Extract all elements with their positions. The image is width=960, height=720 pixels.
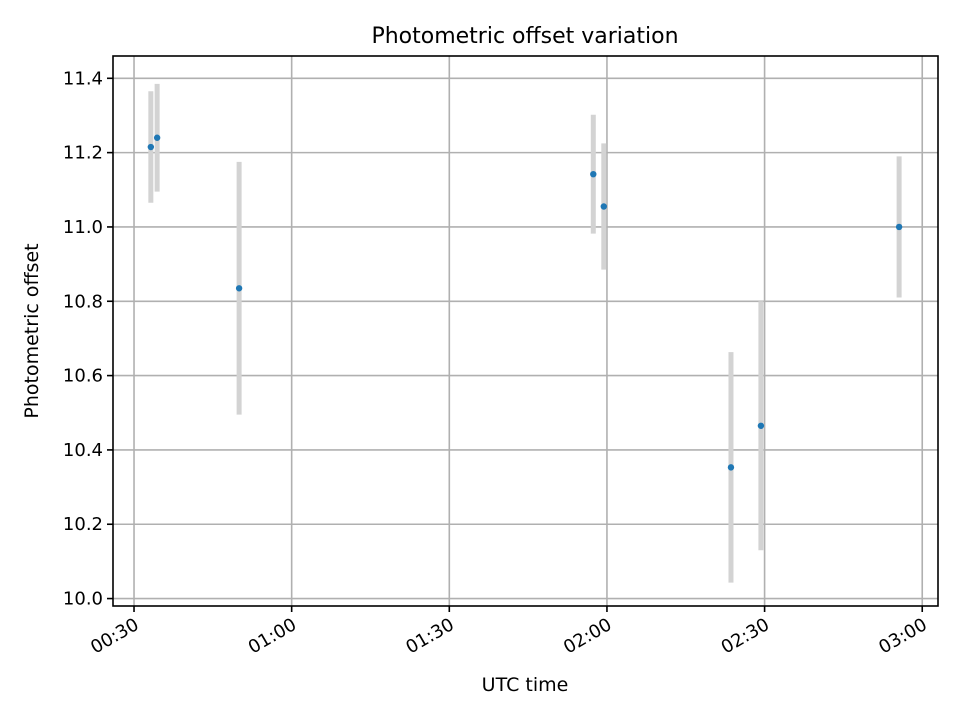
y-tick-label: 11.4 xyxy=(63,68,103,89)
data-point xyxy=(147,143,155,151)
y-tick-label: 10.2 xyxy=(63,514,103,535)
x-axis: 00:30 01:00 01:30 02:00 02:30 03:00 xyxy=(87,606,931,658)
data-point xyxy=(727,464,735,471)
plot-frame xyxy=(112,55,939,607)
data-point xyxy=(590,170,597,178)
grid xyxy=(113,56,938,606)
x-axis-label: UTC time xyxy=(482,674,569,696)
y-tick-label: 10.6 xyxy=(63,366,103,387)
y-axis: 10.0 10.2 10.4 10.6 10.8 11.0 11.2 11.4 xyxy=(63,68,113,610)
data-point xyxy=(895,223,903,231)
x-tick-label: 03:00 xyxy=(875,614,930,658)
x-tick-label: 01:30 xyxy=(402,614,457,658)
data-point xyxy=(153,134,161,141)
y-tick-label: 11.0 xyxy=(63,217,103,238)
error-bars xyxy=(148,83,902,583)
chart-title: Photometric offset variation xyxy=(371,24,678,49)
x-tick-label: 02:30 xyxy=(718,614,773,658)
data-point xyxy=(235,285,243,292)
y-tick-label: 10.0 xyxy=(63,589,103,610)
y-tick-label: 10.4 xyxy=(63,440,103,461)
y-tick-label: 10.8 xyxy=(63,291,103,312)
data-points xyxy=(147,134,903,471)
x-tick-label: 00:30 xyxy=(87,614,142,658)
x-tick-label: 02:00 xyxy=(560,614,615,658)
x-tick-label: 01:00 xyxy=(245,614,300,658)
y-tick-label: 11.2 xyxy=(63,143,103,164)
y-axis-label: Photometric offset xyxy=(21,243,43,418)
data-point xyxy=(600,203,607,210)
data-point xyxy=(757,422,765,429)
